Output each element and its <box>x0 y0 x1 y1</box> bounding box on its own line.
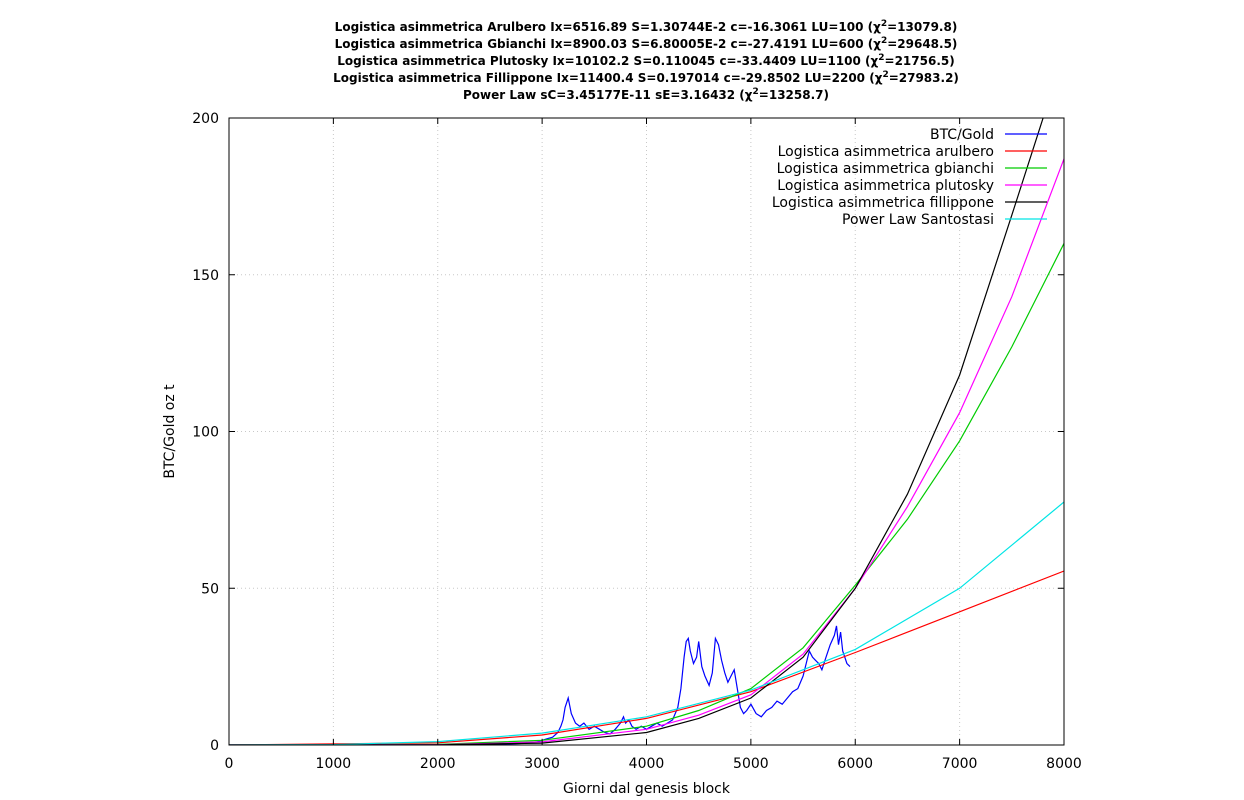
x-tick-label: 6000 <box>837 756 873 772</box>
y-tick-label: 150 <box>192 268 219 284</box>
series-line <box>229 501 1064 745</box>
y-tick-label: 0 <box>210 738 219 754</box>
series-line <box>229 625 851 745</box>
x-tick-label: 5000 <box>733 756 769 772</box>
legend-label: BTC/Gold <box>930 127 994 143</box>
y-tick-label: 50 <box>201 581 219 597</box>
title-line: Logistica asimmetrica Plutosky Ix=10102.… <box>337 53 954 68</box>
x-axis-label: Giorni dal genesis block <box>563 781 731 797</box>
axis-ticks: 0 1000 2000 3000 4000 5000 6000 7000 8000 0 50 100 1… <box>192 111 1082 772</box>
title-line: Logistica asimmetrica Gbianchi Ix=8900.0… <box>335 36 958 51</box>
series-line <box>229 243 1064 745</box>
y-tick-label: 100 <box>192 425 219 441</box>
x-tick-label: 0 <box>225 756 234 772</box>
legend-label: Logistica asimmetrica arulbero <box>778 144 994 160</box>
chart-title: Logistica asimmetrica Arulbero Ix=6516.8… <box>333 19 959 102</box>
legend-label: Logistica asimmetrica gbianchi <box>777 161 994 177</box>
x-tick-label: 4000 <box>629 756 665 772</box>
x-tick-label: 1000 <box>316 756 352 772</box>
x-tick-label: 2000 <box>420 756 456 772</box>
title-line: Logistica asimmetrica Fillippone Ix=1140… <box>333 70 959 85</box>
x-tick-label: 3000 <box>524 756 560 772</box>
grid <box>229 118 1064 745</box>
legend-label: Logistica asimmetrica fillippone <box>772 195 994 211</box>
x-tick-label: 7000 <box>942 756 978 772</box>
series-group <box>229 118 1064 745</box>
y-tick-label: 200 <box>192 111 219 127</box>
x-tick-label: 8000 <box>1046 756 1082 772</box>
legend-label: Logistica asimmetrica plutosky <box>777 178 994 194</box>
series-line <box>229 570 1064 745</box>
legend-label: Power Law Santostasi <box>842 212 994 228</box>
series-line <box>229 158 1064 745</box>
y-axis-label: BTC/Gold oz t <box>162 384 178 479</box>
title-line: Power Law sC=3.45177E-11 sE=3.16432 (χ2=… <box>463 87 829 102</box>
series-line <box>229 118 1044 745</box>
title-line: Logistica asimmetrica Arulbero Ix=6516.8… <box>335 19 958 34</box>
